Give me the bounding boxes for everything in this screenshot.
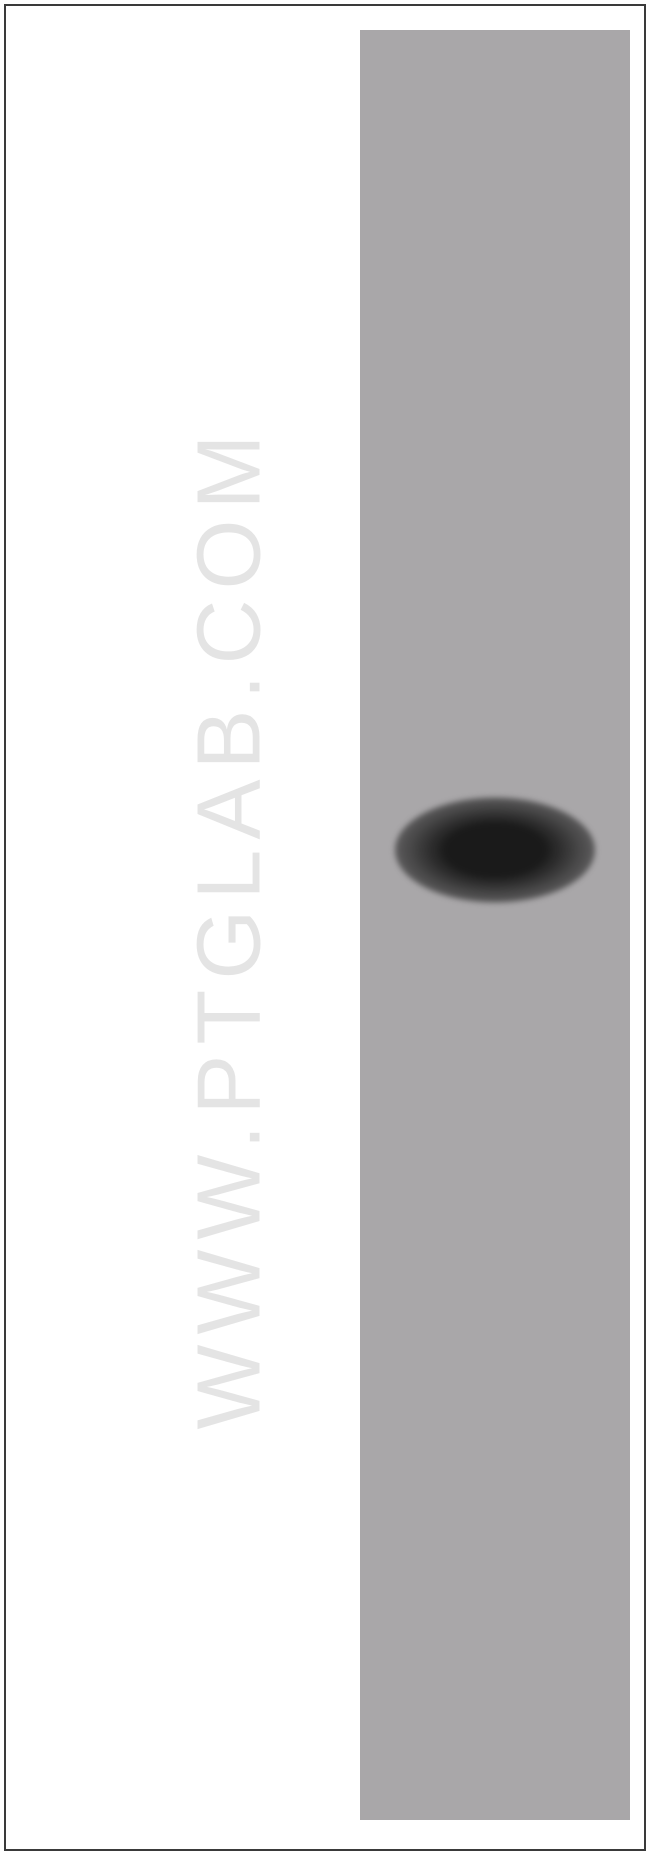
protein-band	[395, 798, 595, 903]
blot-lane	[360, 30, 630, 1820]
